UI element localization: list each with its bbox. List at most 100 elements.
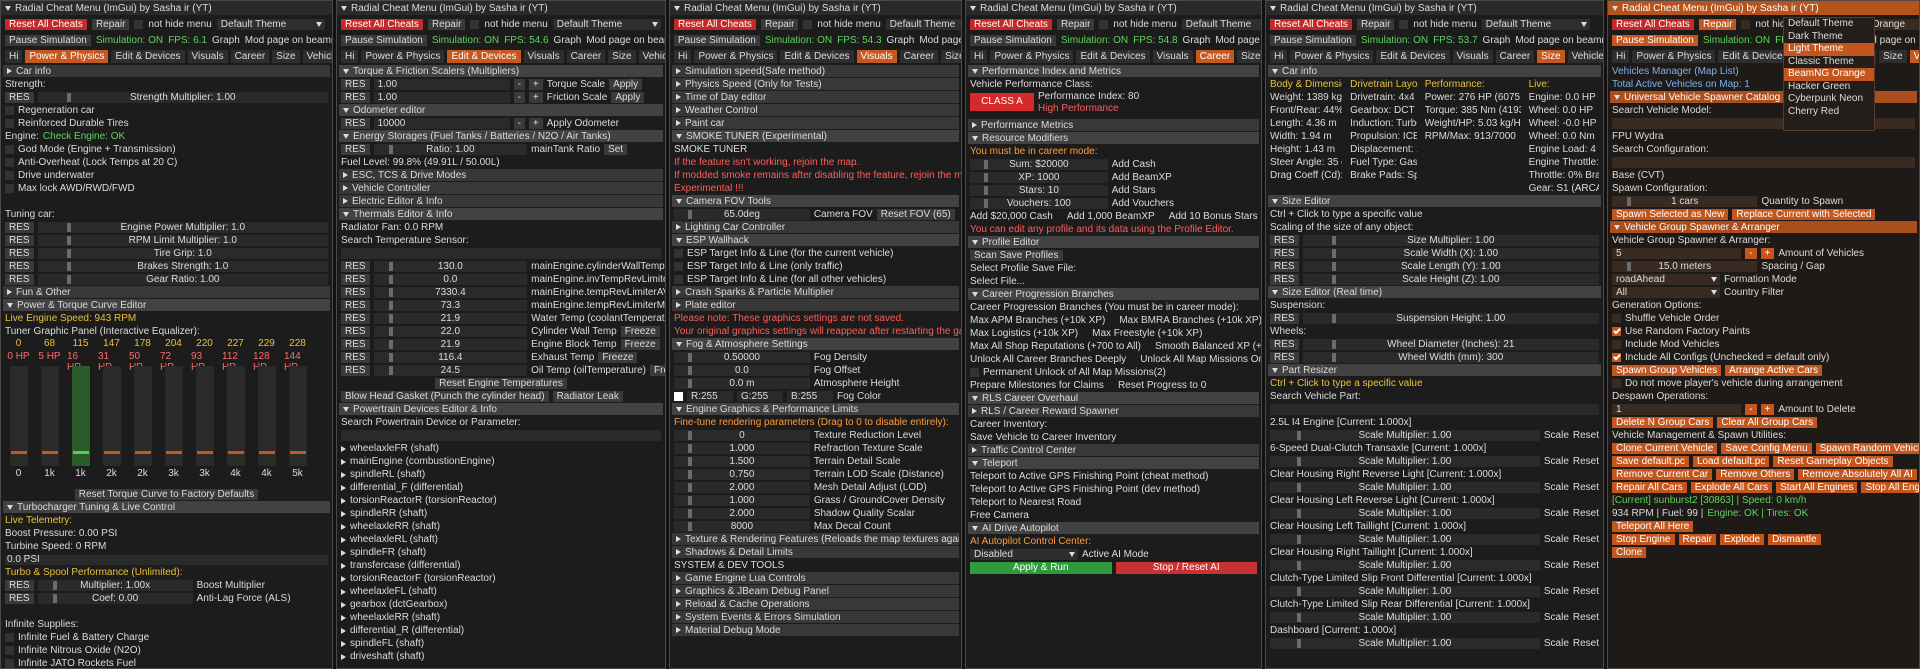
- tab[interactable]: Hi: [5, 50, 23, 63]
- checkbox[interactable]: [5, 184, 14, 193]
- tab[interactable]: Vehicles: [302, 50, 332, 63]
- collapsing-header[interactable]: Power & Torque Curve Editor: [3, 299, 330, 311]
- checkbox[interactable]: [1612, 314, 1621, 323]
- eq-slider[interactable]: [9, 366, 28, 466]
- eq-slider[interactable]: [164, 366, 183, 466]
- slider[interactable]: 130.0: [373, 261, 528, 272]
- slider[interactable]: Scale Multiplier: 1.00: [1270, 638, 1540, 649]
- action-button[interactable]: Stop / Reset AI: [1115, 561, 1257, 574]
- scale-button[interactable]: Scale: [1543, 430, 1569, 441]
- collapsing-header[interactable]: Engine Graphics & Performance Limits: [672, 403, 959, 415]
- reset-button[interactable]: Reset: [1572, 560, 1599, 571]
- text-button[interactable]: Add 1,000 BeamXP: [1066, 211, 1155, 222]
- button[interactable]: Reset FOV (65): [876, 209, 955, 220]
- pause-button[interactable]: Pause Simulation: [5, 34, 91, 46]
- tree-node[interactable]: spindleFL (shaft): [337, 637, 665, 650]
- button[interactable]: Apply: [611, 92, 645, 103]
- checkbox[interactable]: [674, 275, 683, 284]
- slider[interactable]: 0.50000: [674, 352, 810, 363]
- repair-button[interactable]: Repair: [1698, 18, 1737, 30]
- collapsing-header[interactable]: AI Drive Autopilot: [968, 522, 1259, 534]
- reset-button[interactable]: RES: [5, 261, 34, 272]
- collapsing-header[interactable]: Energy Storages (Fuel Tanks / Batteries …: [339, 130, 663, 142]
- collapsing-header[interactable]: Vehicle Controller: [339, 182, 663, 194]
- button[interactable]: Spawn Random Vehicle: [1815, 443, 1919, 454]
- button[interactable]: Teleport All Here: [1612, 521, 1694, 532]
- button[interactable]: Freeze: [620, 326, 660, 337]
- collapsing-header[interactable]: Car info: [3, 65, 330, 77]
- text-button[interactable]: Max BMRA Branches (+10k XP): [1119, 315, 1261, 326]
- reset-all-button[interactable]: Reset All Cheats: [1612, 18, 1694, 30]
- repair-button[interactable]: Repair: [1356, 18, 1395, 30]
- slider[interactable]: Engine Power Multiplier: 1.0: [37, 222, 328, 233]
- slider[interactable]: 0.750: [674, 469, 810, 480]
- slider[interactable]: Suspension Height: 1.00: [1302, 313, 1599, 324]
- slider[interactable]: Coef: 0.00: [37, 593, 193, 604]
- checkbox[interactable]: [5, 646, 14, 655]
- collapsing-header[interactable]: Teleport: [968, 457, 1259, 469]
- mod-link[interactable]: Mod page on beamng.com: [1515, 34, 1603, 46]
- reset-all-button[interactable]: Reset All Cheats: [674, 18, 756, 30]
- reset-button[interactable]: Reset: [1572, 534, 1599, 545]
- collapsing-header[interactable]: Car info: [1268, 65, 1601, 77]
- checkbox[interactable]: [1612, 379, 1621, 388]
- button[interactable]: Arrange Active Cars: [1725, 365, 1823, 376]
- reset-button[interactable]: RES: [5, 593, 34, 604]
- theme-option[interactable]: Classic Theme: [1788, 55, 1854, 67]
- button[interactable]: Explode: [1719, 534, 1765, 545]
- tab[interactable]: Hi: [1612, 50, 1630, 63]
- collapsing-header[interactable]: Texture & Rendering Features (Reloads th…: [672, 533, 959, 545]
- tab[interactable]: Size: [1879, 50, 1907, 63]
- button[interactable]: Blow Head Gasket (Punch the cylinder hea…: [341, 391, 549, 402]
- checkbox[interactable]: [5, 659, 14, 668]
- button[interactable]: Freeze: [650, 365, 665, 376]
- eq-slider[interactable]: [288, 366, 307, 466]
- slider[interactable]: Strength Multiplier: 1.00: [37, 92, 328, 103]
- search-field[interactable]: [341, 430, 661, 441]
- collapsing-header[interactable]: Reload & Cache Operations: [672, 598, 959, 610]
- button[interactable]: Delete N Group Cars: [1612, 417, 1714, 428]
- button[interactable]: Clear All Group Cars: [1717, 417, 1818, 428]
- slider[interactable]: Stars: 10: [970, 185, 1108, 196]
- tab[interactable]: Visuals: [523, 50, 564, 63]
- slider[interactable]: 1 cars: [1612, 196, 1758, 207]
- collapsing-header[interactable]: Torque & Friction Scalers (Multipliers): [339, 65, 663, 77]
- input-field[interactable]: 1: [1612, 404, 1742, 415]
- text-button[interactable]: Max APM Branches (+10k XP): [970, 315, 1106, 326]
- button[interactable]: Set: [604, 144, 628, 155]
- minus-button[interactable]: -: [513, 118, 525, 129]
- graph-link[interactable]: Graph: [1482, 34, 1511, 46]
- eq-slider[interactable]: [71, 366, 90, 466]
- checkbox[interactable]: [470, 19, 480, 29]
- scale-button[interactable]: Scale: [1543, 586, 1569, 597]
- plus-button[interactable]: +: [528, 79, 543, 90]
- tree-node[interactable]: wheelaxleRR (shaft): [337, 520, 665, 533]
- scale-button[interactable]: Scale: [1543, 560, 1569, 571]
- color-channel[interactable]: G:255: [737, 391, 783, 402]
- theme-combo[interactable]: Default Theme: [216, 18, 325, 30]
- mod-link[interactable]: Mod page on beamng.com: [919, 34, 962, 46]
- slider[interactable]: Scale Width (X): 1.00: [1302, 248, 1599, 259]
- reset-all-button[interactable]: Reset All Cheats: [341, 18, 423, 30]
- button[interactable]: Freeze: [620, 339, 660, 350]
- slider[interactable]: Wheel Diameter (Inches): 21: [1302, 339, 1599, 350]
- theme-combo[interactable]: Default Theme: [1481, 18, 1590, 30]
- repair-button[interactable]: Repair: [91, 18, 130, 30]
- reset-button[interactable]: RES: [5, 92, 34, 103]
- button[interactable]: Apply: [609, 79, 643, 90]
- slider[interactable]: Scale Height (Z): 1.00: [1302, 274, 1599, 285]
- tab[interactable]: Vehicles: [1909, 50, 1919, 63]
- collapsing-header[interactable]: Profile Editor: [968, 236, 1259, 248]
- scale-button[interactable]: Scale: [1543, 638, 1569, 649]
- tab[interactable]: Power & Physics: [361, 50, 445, 63]
- mod-link[interactable]: Mod page on beamng.com: [1857, 34, 1919, 46]
- collapsing-header[interactable]: Performance Metrics: [968, 119, 1259, 131]
- reset-all-button[interactable]: Reset All Cheats: [5, 18, 87, 30]
- tab[interactable]: Visuals: [187, 50, 228, 63]
- theme-combo[interactable]: Default Theme: [552, 18, 661, 30]
- graph-link[interactable]: Graph: [553, 34, 582, 46]
- button[interactable]: Remove Others: [1716, 469, 1795, 480]
- tree-node[interactable]: wheelaxleRL (shaft): [337, 533, 665, 546]
- slider[interactable]: Scale Multiplier: 1.00: [1270, 586, 1540, 597]
- theme-option[interactable]: Cyberpunk Neon: [1788, 93, 1864, 104]
